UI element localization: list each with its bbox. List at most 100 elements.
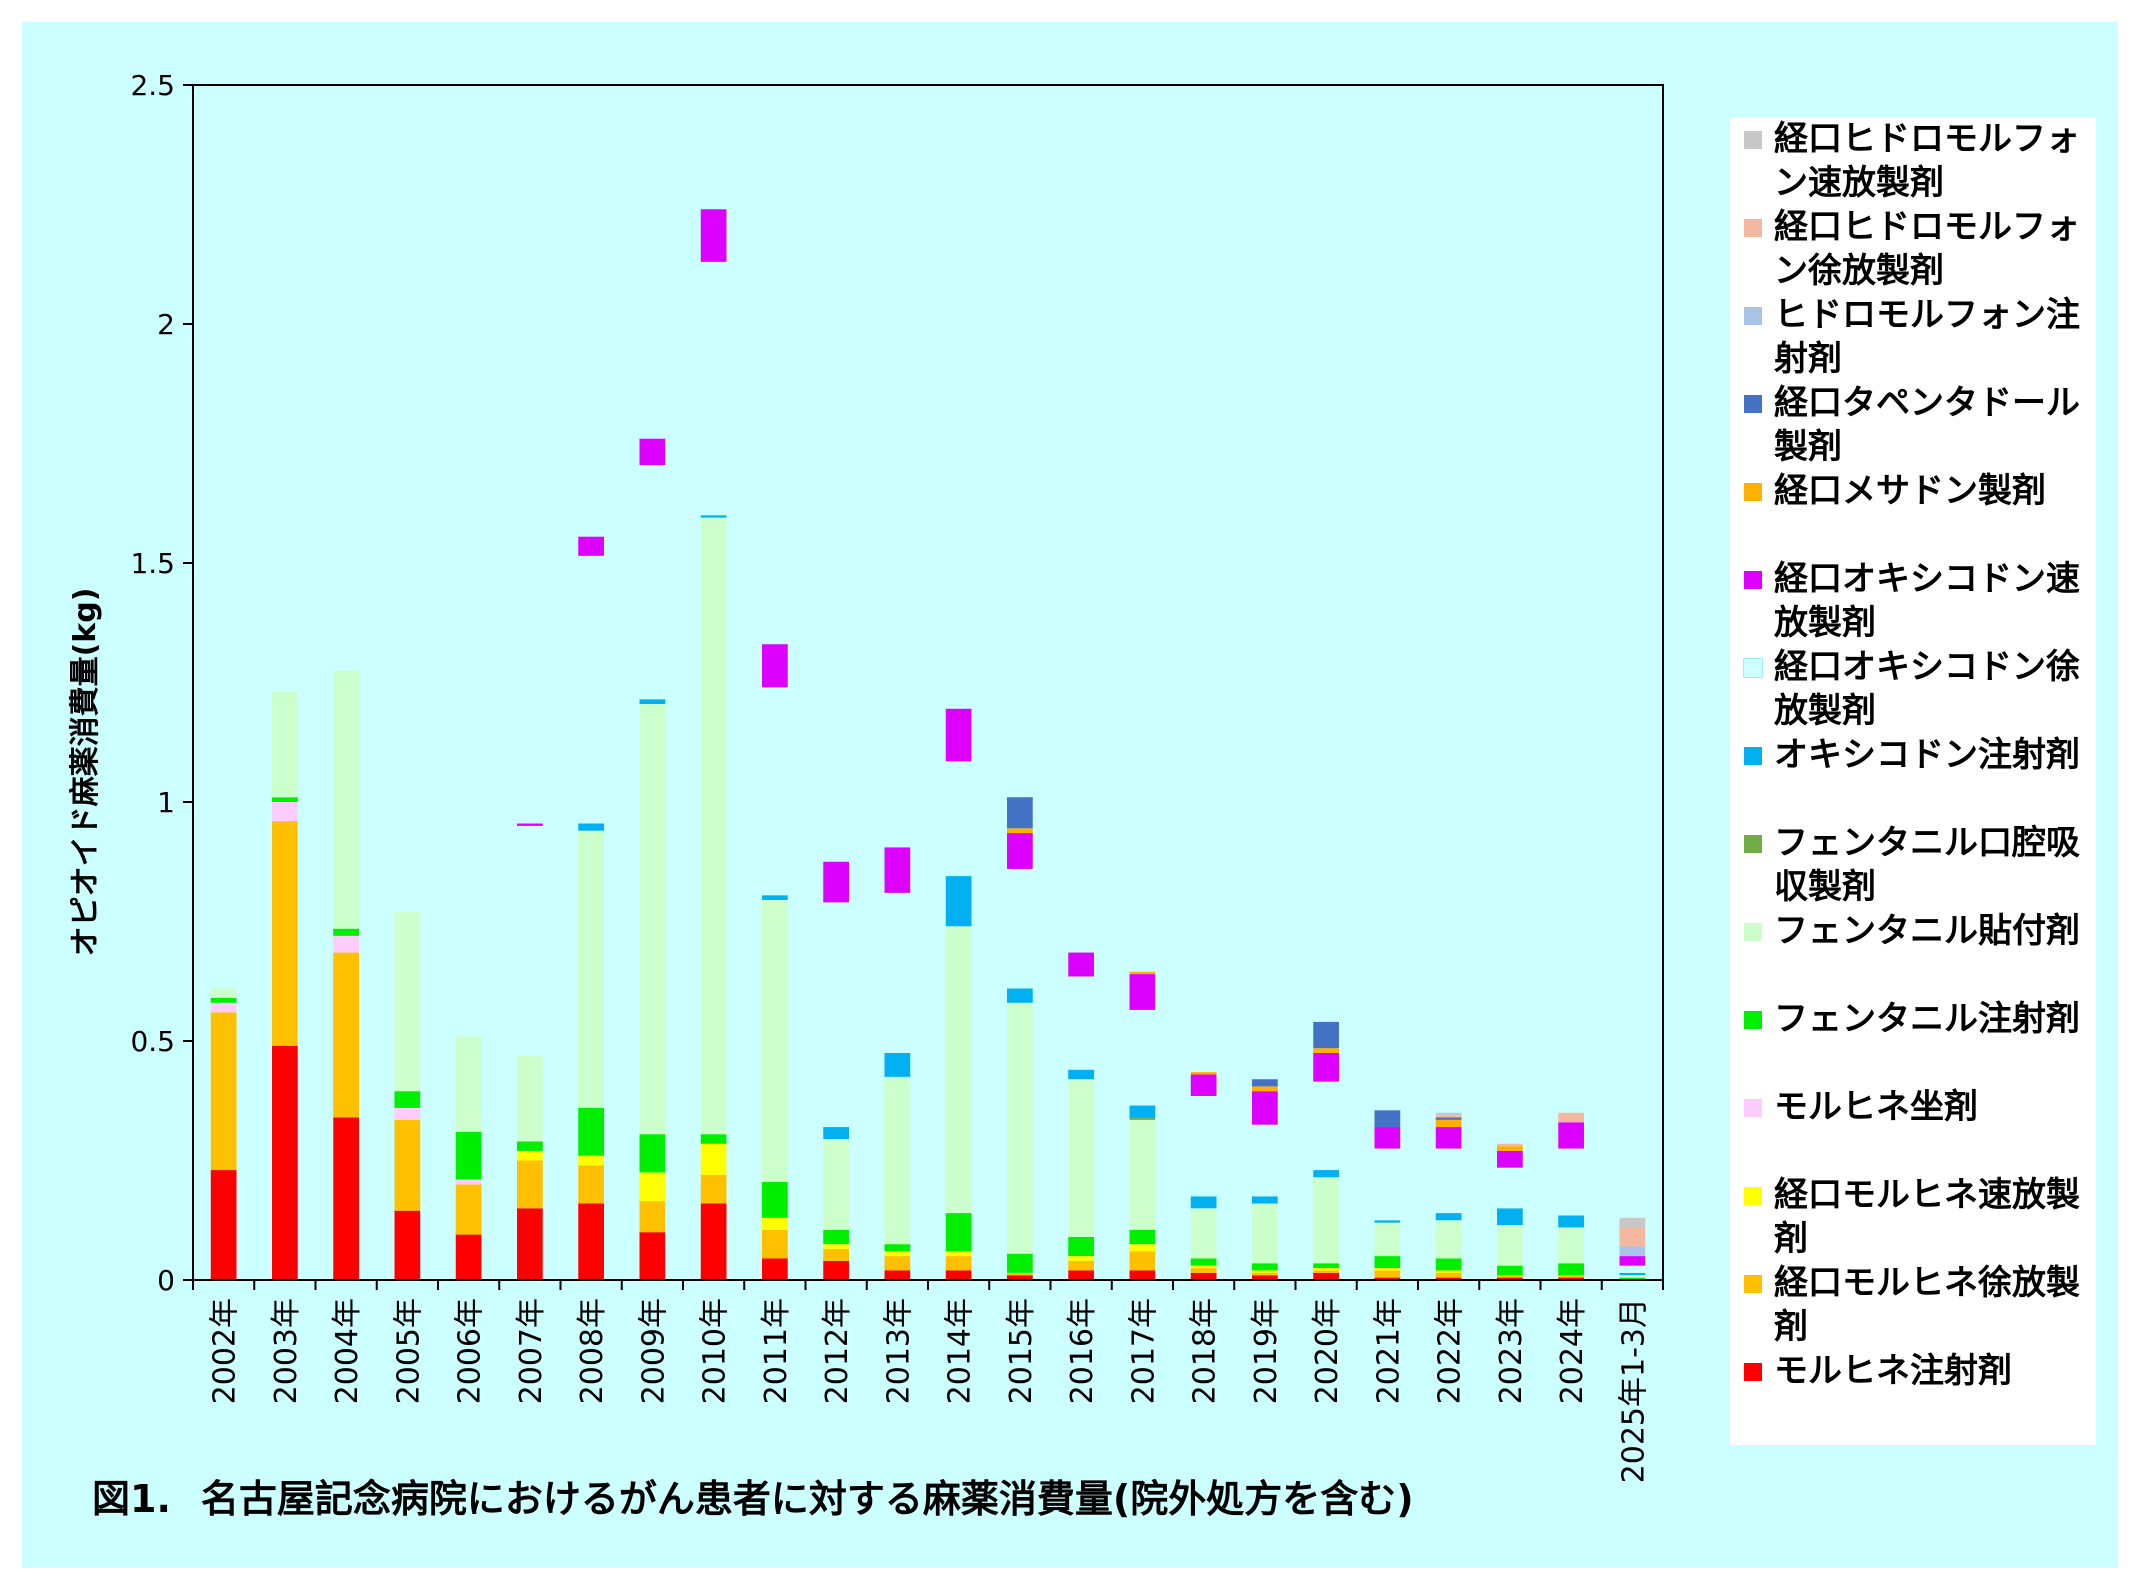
bar-segment xyxy=(1007,1002,1033,1254)
bar-segment xyxy=(762,644,788,688)
bar-segment xyxy=(1313,1272,1339,1280)
legend-swatch xyxy=(1744,131,1762,149)
y-axis-title: オピオイド麻薬消費量(kg) xyxy=(68,587,103,957)
figure-caption-text: 名古屋記念病院におけるがん患者に対する麻薬消費量(院外処方を含む) xyxy=(200,1477,1414,1521)
legend-swatch xyxy=(1744,835,1762,853)
bar-segment xyxy=(272,821,298,1046)
bar-segment xyxy=(639,1201,666,1233)
bar-segment xyxy=(1558,1275,1584,1278)
bar-segment xyxy=(1252,1275,1278,1280)
bar-segment xyxy=(1129,1117,1156,1120)
y-tick-label: 2 xyxy=(157,308,175,341)
bar-segment xyxy=(945,708,972,762)
bar-segment xyxy=(455,1131,482,1180)
legend-label: ヒドロモルフォン注射剤 xyxy=(1774,295,2080,379)
bar-segment xyxy=(945,876,972,927)
bar-segment xyxy=(1497,1225,1523,1266)
bar-segment xyxy=(1313,1170,1339,1178)
bar-segment xyxy=(1313,1081,1339,1171)
x-tick-label: 2018年 xyxy=(1188,1298,1223,1404)
x-tick-label: 2017年 xyxy=(1126,1298,1161,1404)
bar-segment xyxy=(1190,1208,1217,1259)
bar-segment xyxy=(1435,1270,1462,1273)
bar-segment xyxy=(762,895,788,900)
legend-label: 経口ヒドロモルフォン速放製剤 xyxy=(1774,119,2080,203)
bar-segment xyxy=(1435,1258,1462,1271)
bar-segment xyxy=(517,823,543,826)
x-tick-label: 2002年 xyxy=(208,1298,243,1404)
legend-label: フェンタニル注射剤 xyxy=(1774,999,2080,1039)
bar-segment xyxy=(1435,1119,1462,1128)
bar-segment xyxy=(1007,868,1033,989)
bar-segment xyxy=(1068,976,1094,1070)
bar-segment xyxy=(762,1217,788,1230)
bar-segment xyxy=(1313,1021,1339,1049)
bar-segment xyxy=(1129,1270,1156,1280)
bar-segment xyxy=(884,1256,911,1271)
bar-segment xyxy=(1497,1275,1523,1278)
bar-segment xyxy=(210,997,237,1003)
bar-segment xyxy=(1068,952,1094,977)
bar-segment xyxy=(1558,1277,1584,1280)
bar-segment xyxy=(455,1036,482,1132)
bar-segment xyxy=(1129,1251,1156,1271)
legend-swatch xyxy=(1744,1275,1762,1293)
bar-segment xyxy=(1068,1256,1094,1261)
legend-label: 経口タペンタドール製剤 xyxy=(1774,383,2080,467)
legend-label: モルヒネ注射剤 xyxy=(1774,1351,2012,1391)
x-tick-label: 2012年 xyxy=(820,1298,855,1404)
bar-segment xyxy=(517,1150,543,1161)
bar-segment xyxy=(1374,1127,1401,1149)
bar-segment xyxy=(210,1002,237,1013)
bar-segment xyxy=(1435,1213,1462,1221)
bar-segment xyxy=(1129,1229,1156,1245)
y-tick-label: 0 xyxy=(157,1264,175,1297)
bar-segment xyxy=(1313,1052,1339,1082)
bar-segment xyxy=(1558,1263,1584,1276)
bar-segment xyxy=(762,687,788,896)
legend-item: 経口ヒドロモルフォン速放製剤 xyxy=(1744,117,2088,205)
legend-item: 経口ヒドロモルフォン徐放製剤 xyxy=(1744,205,2088,293)
bar-segment xyxy=(1619,1256,1646,1266)
bar-segment xyxy=(1190,1265,1217,1269)
bar-segment xyxy=(455,1179,482,1185)
bar-segment xyxy=(1619,1272,1646,1276)
bar-segment xyxy=(823,1138,849,1230)
y-tick-label: 1.5 xyxy=(130,547,175,580)
legend-swatch xyxy=(1744,747,1762,765)
bar-segment xyxy=(1558,1227,1584,1264)
bar-segment xyxy=(1007,1272,1033,1276)
bar-segment xyxy=(333,1117,359,1280)
bar-segment xyxy=(1619,1227,1646,1247)
bar-segment xyxy=(1435,1148,1462,1214)
legend-label: 経口メサドン製剤 xyxy=(1774,471,2046,511)
bar-segment xyxy=(333,952,359,1118)
bar-segment xyxy=(578,1107,604,1156)
bar-segment xyxy=(1313,1048,1339,1053)
bar-segment xyxy=(639,465,666,700)
bar-segment xyxy=(1007,988,1033,1003)
legend-item: ヒドロモルフォン注射剤 xyxy=(1744,293,2088,381)
figure-number: 図1. xyxy=(92,1477,171,1521)
bar-segment xyxy=(1497,1146,1523,1151)
bar-segment xyxy=(884,1251,911,1257)
bar-segment xyxy=(1007,828,1033,834)
bar-segment xyxy=(762,1229,788,1259)
bar-segment xyxy=(1007,797,1033,829)
bar-segment xyxy=(823,1244,849,1249)
bar-segment xyxy=(1497,1265,1523,1276)
bar-segment xyxy=(1619,1275,1646,1278)
bar-segment xyxy=(455,933,482,1037)
bar-segment xyxy=(517,825,543,1056)
bar-segment xyxy=(1252,1124,1278,1197)
x-tick-label: 2011年 xyxy=(759,1298,794,1404)
bar-segment xyxy=(1252,1203,1278,1264)
x-tick-label: 2003年 xyxy=(269,1298,304,1404)
bar-segment xyxy=(1007,1253,1033,1273)
bar-segment xyxy=(1313,1177,1339,1264)
bar-segment xyxy=(1129,974,1156,1010)
x-tick-label: 2023年 xyxy=(1494,1298,1529,1404)
bar-segment xyxy=(823,1229,849,1245)
bar-segment xyxy=(1007,833,1033,869)
bar-segment xyxy=(700,1134,727,1144)
